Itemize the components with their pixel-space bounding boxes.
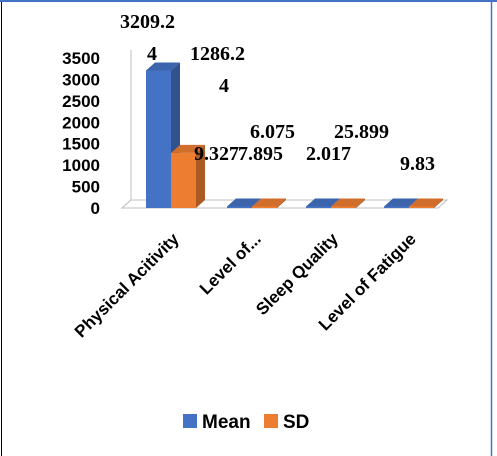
data-label-mean: 4 <box>147 43 157 65</box>
bar-top <box>306 198 340 207</box>
bar-front <box>171 152 196 208</box>
legend: Mean SD <box>183 412 309 433</box>
bar-top <box>331 198 365 207</box>
bar-top <box>384 198 418 207</box>
bar-front <box>384 206 409 208</box>
data-label-sd: 7.895 <box>238 143 283 165</box>
y-tick-label: 0 <box>91 199 100 218</box>
y-tick-label: 2000 <box>62 113 100 132</box>
bar-top <box>409 198 443 207</box>
bar-side <box>277 198 286 208</box>
data-label-mean: 6.075 <box>250 121 295 143</box>
bar-front <box>306 206 331 208</box>
bar-sd-level-of-fatigue <box>409 198 443 208</box>
legend-label-mean: Mean <box>202 412 251 433</box>
bar-top <box>252 198 286 207</box>
y-tick-label: 500 <box>72 178 100 197</box>
legend-swatch-mean <box>183 414 197 428</box>
bar-side <box>196 144 205 208</box>
bar-side <box>434 198 443 208</box>
back-wall <box>121 50 132 209</box>
bar-front <box>146 70 171 208</box>
bar-front <box>331 206 356 208</box>
bar-front <box>252 206 277 208</box>
x-axis-categories: Physical Acitivity Level of...Sleep Quali… <box>71 229 420 341</box>
category-label-sleep-quality: Sleep Quality <box>252 229 342 319</box>
data-label-sd: 2.017 <box>306 143 351 165</box>
bar-top <box>227 198 261 207</box>
data-label-sd: 4 <box>219 75 229 97</box>
plot-area <box>120 50 449 209</box>
bar-sd-physical-acitivity <box>171 144 205 208</box>
y-tick-label: 3000 <box>62 70 100 89</box>
legend-label-sd: SD <box>283 412 309 433</box>
bar-top <box>171 144 205 153</box>
y-tick-label: 1000 <box>62 156 100 175</box>
bar-front <box>227 206 252 208</box>
bar-front <box>409 206 434 208</box>
y-axis-ticks: 0 500 1000 1500 2000 2500 3000 3500 <box>62 49 100 218</box>
data-label-mean: 3209.2 <box>120 11 175 33</box>
y-tick-label: 2500 <box>62 92 100 111</box>
bar-sd-sleep-quality <box>331 198 365 208</box>
bar-sd-level-of <box>252 198 286 208</box>
data-label-sd: 1286.2 <box>190 43 245 65</box>
bar-side <box>356 198 365 208</box>
category-label-level-of: Level of... <box>196 229 265 298</box>
y-tick-label: 3500 <box>62 49 100 68</box>
data-label-mean: 25.899 <box>334 121 389 143</box>
data-label-mean: 9.327 <box>194 143 239 165</box>
bar-top <box>146 62 180 71</box>
data-labels: 3209.2 4 9.327 6.075 25.899 1286.2 4 7.895 2.017… <box>120 11 435 175</box>
legend-swatch-sd <box>264 414 278 428</box>
y-tick-label: 1500 <box>62 135 100 154</box>
category-label-physical-acitivity: Physical Acitivity <box>71 229 183 341</box>
data-label-sd: 9.83 <box>400 153 435 175</box>
